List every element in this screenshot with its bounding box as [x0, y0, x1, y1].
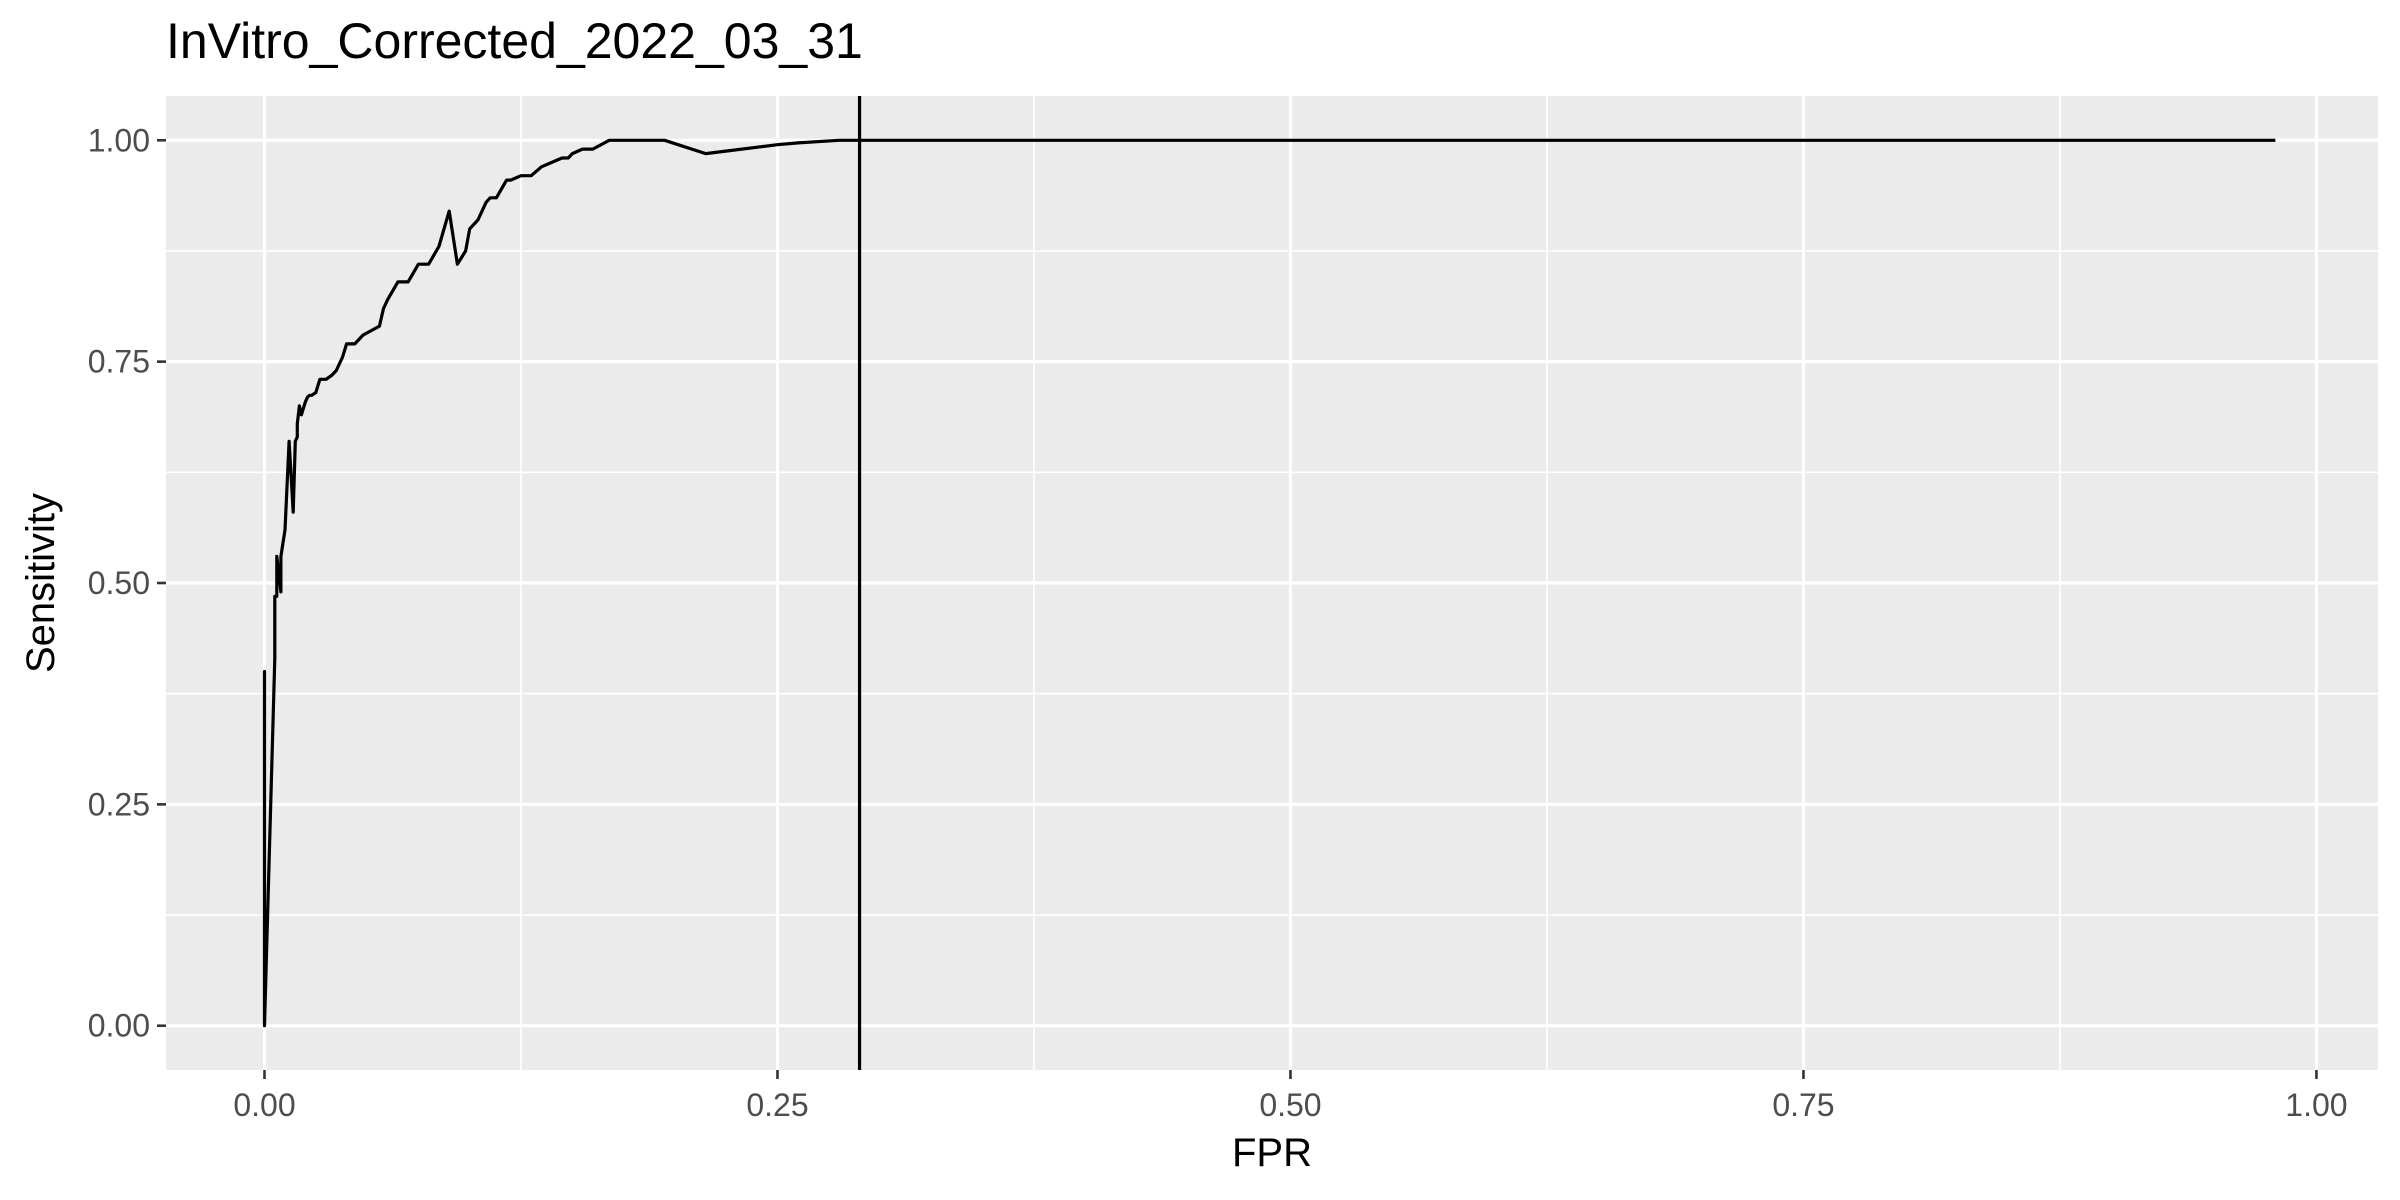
y-tick-label: 1.00 — [88, 122, 150, 158]
y-axis-label: Sensitivity — [19, 493, 63, 673]
x-tick-label: 0.50 — [1259, 1087, 1321, 1123]
major-gridlines — [166, 96, 2378, 1070]
data-layer — [262, 96, 2276, 1070]
x-tick-label: 0.75 — [1772, 1087, 1834, 1123]
x-axis-label: FPR — [1232, 1131, 1312, 1175]
y-tick-label: 0.00 — [88, 1008, 150, 1044]
x-axis: 0.00 0.25 0.50 0.75 1.00 — [233, 1070, 2348, 1123]
chart-title: InVitro_Corrected_2022_03_31 — [166, 13, 863, 69]
x-tick-label: 0.00 — [233, 1087, 295, 1123]
roc-curve-line — [262, 138, 2276, 1028]
x-tick-label: 1.00 — [2285, 1087, 2347, 1123]
y-axis: 0.00 0.25 0.50 0.75 1.00 — [88, 122, 166, 1044]
x-tick-label: 0.25 — [746, 1087, 808, 1123]
y-tick-label: 0.50 — [88, 565, 150, 601]
y-tick-label: 0.25 — [88, 786, 150, 822]
y-tick-label: 0.75 — [88, 344, 150, 380]
